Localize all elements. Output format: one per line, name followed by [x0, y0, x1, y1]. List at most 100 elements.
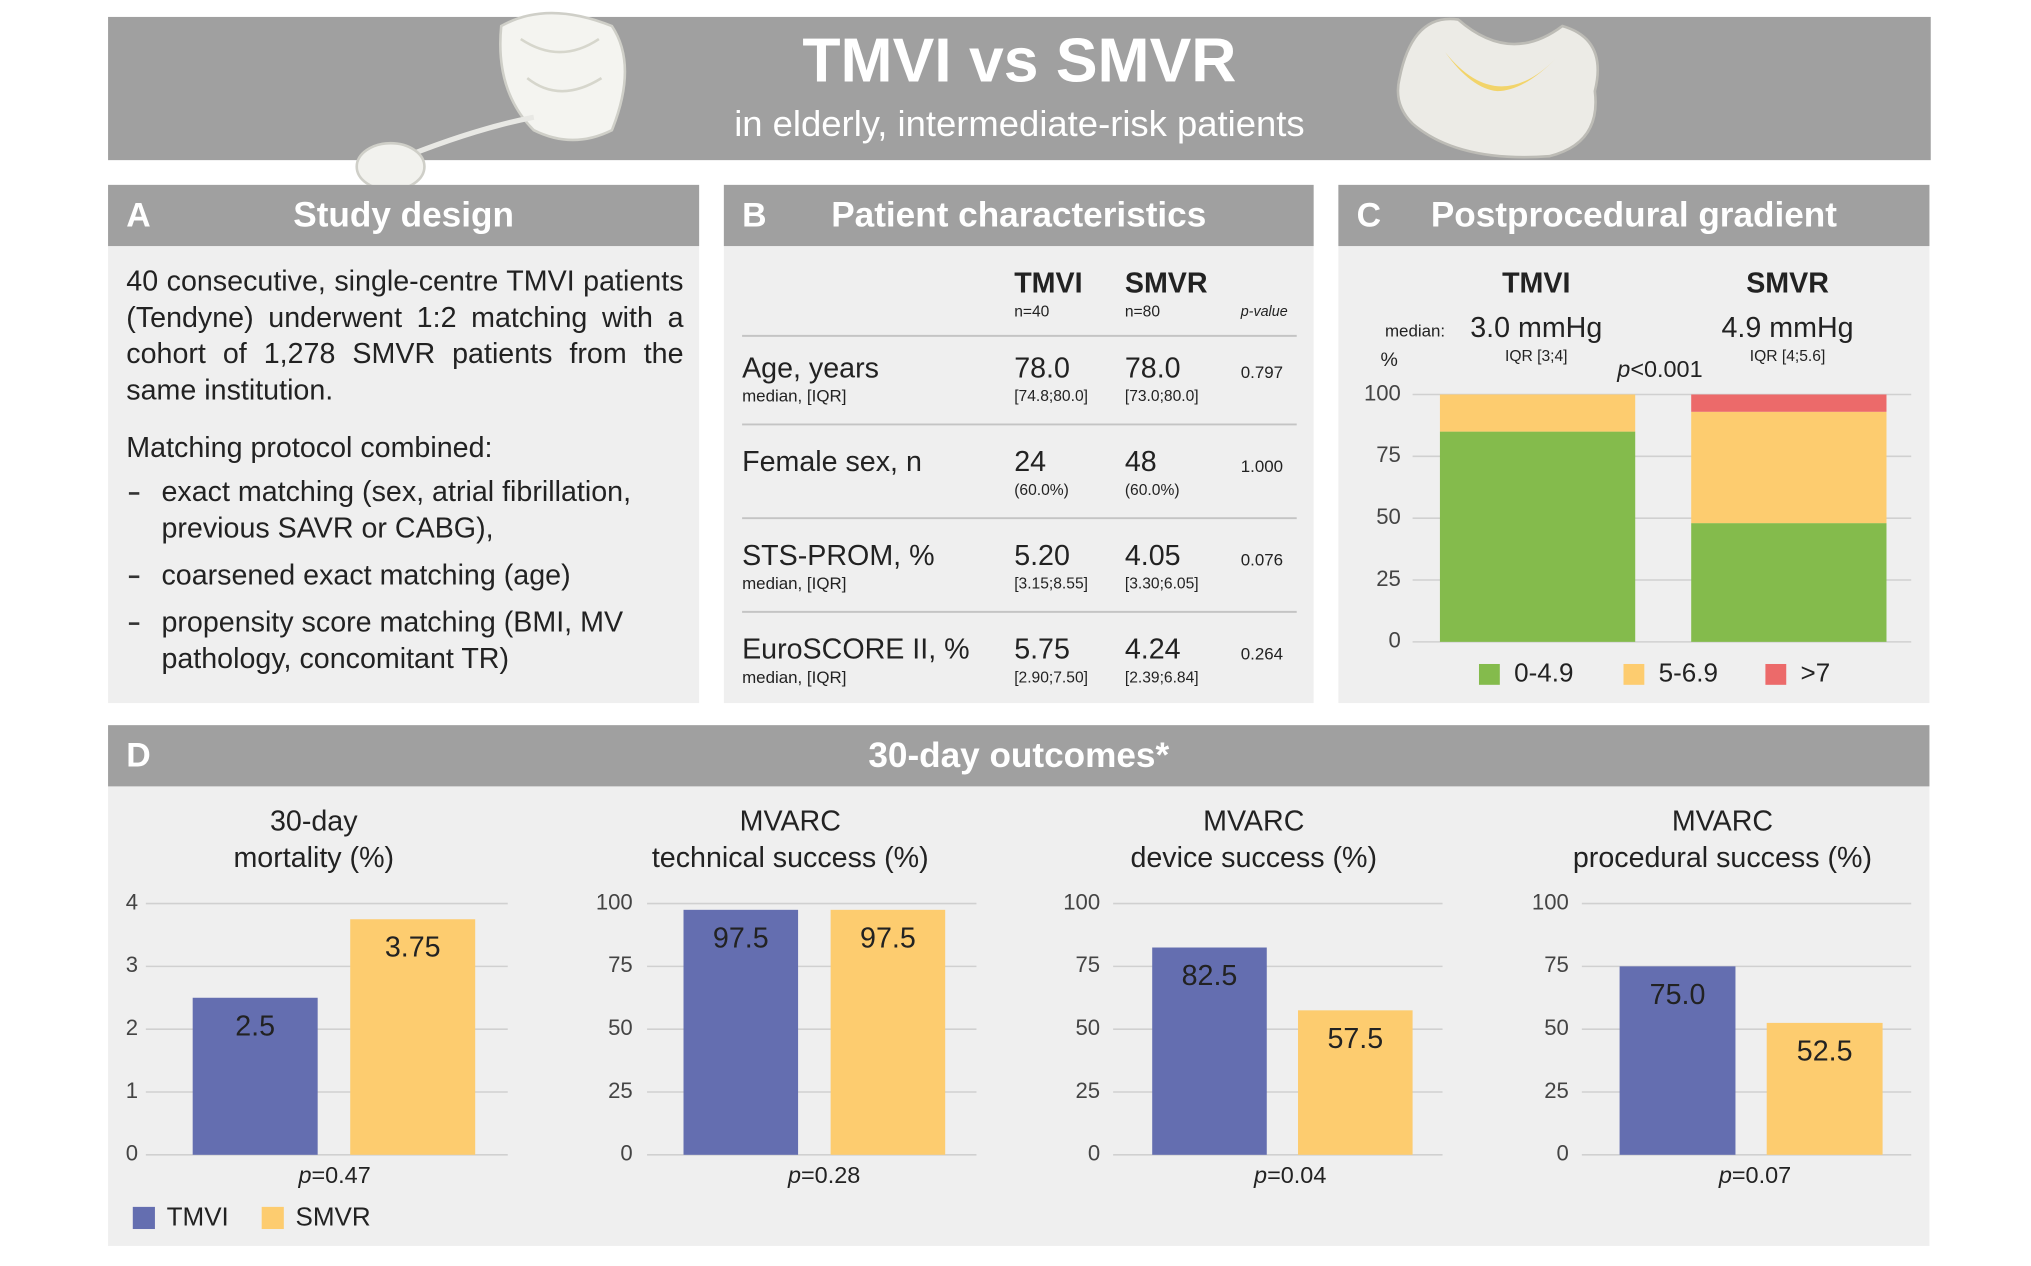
pvalue-header: p-value — [1240, 304, 1288, 320]
subtitle: in elderly, intermediate-risk patients — [734, 103, 1304, 144]
row-label: STS-PROM, % — [742, 540, 934, 572]
p-annotation: p=0.04 — [1253, 1162, 1326, 1188]
p-value: 1.000 — [1241, 457, 1283, 476]
y-axis-label: % — [1380, 349, 1397, 371]
protocol-item: exact matching (sex, atrial fibrillation… — [126, 474, 683, 547]
chart-title: MVARC — [740, 805, 841, 837]
y-tick-label: 50 — [1376, 504, 1401, 529]
surgical-valve-image — [1396, 17, 1600, 159]
panel-letter: B — [742, 196, 766, 234]
category-label: SMVR — [1746, 268, 1829, 300]
row-label: Age, years — [742, 352, 879, 384]
y-tick-label: 0 — [1389, 628, 1401, 653]
value-label: 82.5 — [1182, 960, 1238, 992]
p-annotation: p=0.47 — [297, 1162, 370, 1188]
bullet — [128, 575, 140, 579]
legend-label: 0-4.9 — [1514, 657, 1573, 687]
smvr-detail: [73.0;80.0] — [1125, 388, 1199, 405]
item-text: propensity score matching (BMI, MV patho… — [161, 605, 624, 675]
protocol-item: propensity score matching (BMI, MV patho… — [126, 604, 683, 677]
y-tick-label: 0 — [620, 1141, 632, 1166]
row-label: Female sex, n — [742, 446, 922, 478]
value-label: 3.75 — [385, 932, 441, 964]
bar — [192, 997, 318, 1155]
main-title: TMVI vs SMVR — [802, 26, 1236, 96]
row-label: EuroSCORE II, % — [742, 634, 969, 666]
iqr-label: IQR [3;4] — [1505, 348, 1567, 365]
panel-letter: A — [126, 196, 150, 234]
chart-title: device success (%) — [1130, 842, 1377, 874]
y-tick-label: 75 — [1544, 952, 1569, 977]
chart-title: mortality (%) — [233, 842, 394, 874]
panel-header — [108, 184, 700, 247]
chart-title: technical success (%) — [652, 842, 929, 874]
y-tick-label: 0 — [1088, 1141, 1100, 1166]
category-label: TMVI — [1502, 268, 1570, 300]
smvr-value: 4.24 — [1125, 634, 1181, 666]
column-n: n=40 — [1014, 304, 1049, 321]
y-tick-label: 25 — [1376, 566, 1401, 591]
y-tick-label: 25 — [608, 1078, 633, 1103]
column-n: n=80 — [1125, 304, 1160, 321]
tmvi-detail: (60.0%) — [1014, 482, 1069, 499]
tmvi-value: 78.0 — [1014, 352, 1070, 384]
y-tick-label: 25 — [1076, 1078, 1101, 1103]
value-label: 75.0 — [1650, 979, 1706, 1011]
smvr-value: 48 — [1125, 446, 1157, 478]
bar — [1298, 1010, 1413, 1155]
y-tick-label: 100 — [1532, 889, 1569, 914]
value-label: 57.5 — [1327, 1023, 1383, 1055]
stacked-bar-segment — [1691, 411, 1887, 524]
bar — [350, 919, 476, 1155]
y-tick-label: 0 — [126, 1141, 138, 1166]
tmvi-value: 5.20 — [1014, 540, 1070, 572]
row-sublabel: median, [IQR] — [742, 668, 846, 687]
panel-title: Postprocedural gradient — [1431, 196, 1837, 235]
smvr-value: 78.0 — [1125, 352, 1181, 384]
panel-title: Patient characteristics — [831, 196, 1206, 235]
y-tick-label: 4 — [126, 889, 138, 914]
item-text: exact matching (sex, atrial fibrillation… — [161, 475, 632, 545]
y-tick-label: 75 — [1076, 952, 1101, 977]
item-text: coarsened exact matching (age) — [161, 558, 571, 592]
panel-title: 30-day outcomes* — [868, 736, 1169, 775]
legend-swatch — [132, 1206, 155, 1230]
column-header: TMVI — [1014, 268, 1082, 300]
tmvi-detail: [3.15;8.55] — [1014, 576, 1088, 593]
bar — [830, 909, 946, 1155]
stacked-bar-segment — [1439, 394, 1636, 432]
chart-title: procedural success (%) — [1573, 842, 1872, 874]
value-label: 52.5 — [1797, 1035, 1853, 1067]
panel-header — [108, 725, 1930, 787]
study-design: 40 consecutive, single-centre TMVI patie… — [126, 263, 683, 677]
header-bar — [108, 16, 1931, 161]
p-value: 0.076 — [1241, 551, 1283, 570]
iqr-label: IQR [4;5.6] — [1750, 348, 1825, 365]
legend-swatch — [261, 1206, 284, 1230]
value-label: 2.5 — [235, 1010, 275, 1042]
tmvi-detail: [74.8;80.0] — [1014, 388, 1088, 405]
p-value: 0.797 — [1241, 363, 1283, 382]
tmvi-detail: [2.90;7.50] — [1014, 669, 1088, 686]
legend-swatch — [1478, 663, 1500, 685]
y-tick-label: 100 — [1063, 889, 1100, 914]
protocol-list: exact matching (sex, atrial fibrillation… — [126, 474, 683, 677]
y-tick-label: 75 — [608, 952, 633, 977]
smvr-value: 4.05 — [1125, 540, 1181, 572]
y-tick-label: 25 — [1544, 1078, 1569, 1103]
p-annotation: p=0.28 — [787, 1162, 860, 1188]
bullet — [128, 622, 140, 625]
legend-label: SMVR — [296, 1201, 371, 1231]
y-tick-label: 1 — [126, 1078, 138, 1103]
y-tick-label: 100 — [596, 889, 633, 914]
y-tick-label: 3 — [126, 952, 138, 977]
stacked-bar-segment — [1691, 394, 1887, 412]
stacked-bar-segment — [1691, 523, 1887, 642]
p-annotation: p<0.001 — [1616, 356, 1702, 382]
p-annotation: p=0.07 — [1718, 1162, 1791, 1188]
smvr-detail: [3.30;6.05] — [1125, 576, 1199, 593]
legend-swatch — [1765, 663, 1787, 685]
chart-title: 30-day — [270, 805, 358, 837]
y-tick-label: 50 — [608, 1015, 633, 1040]
